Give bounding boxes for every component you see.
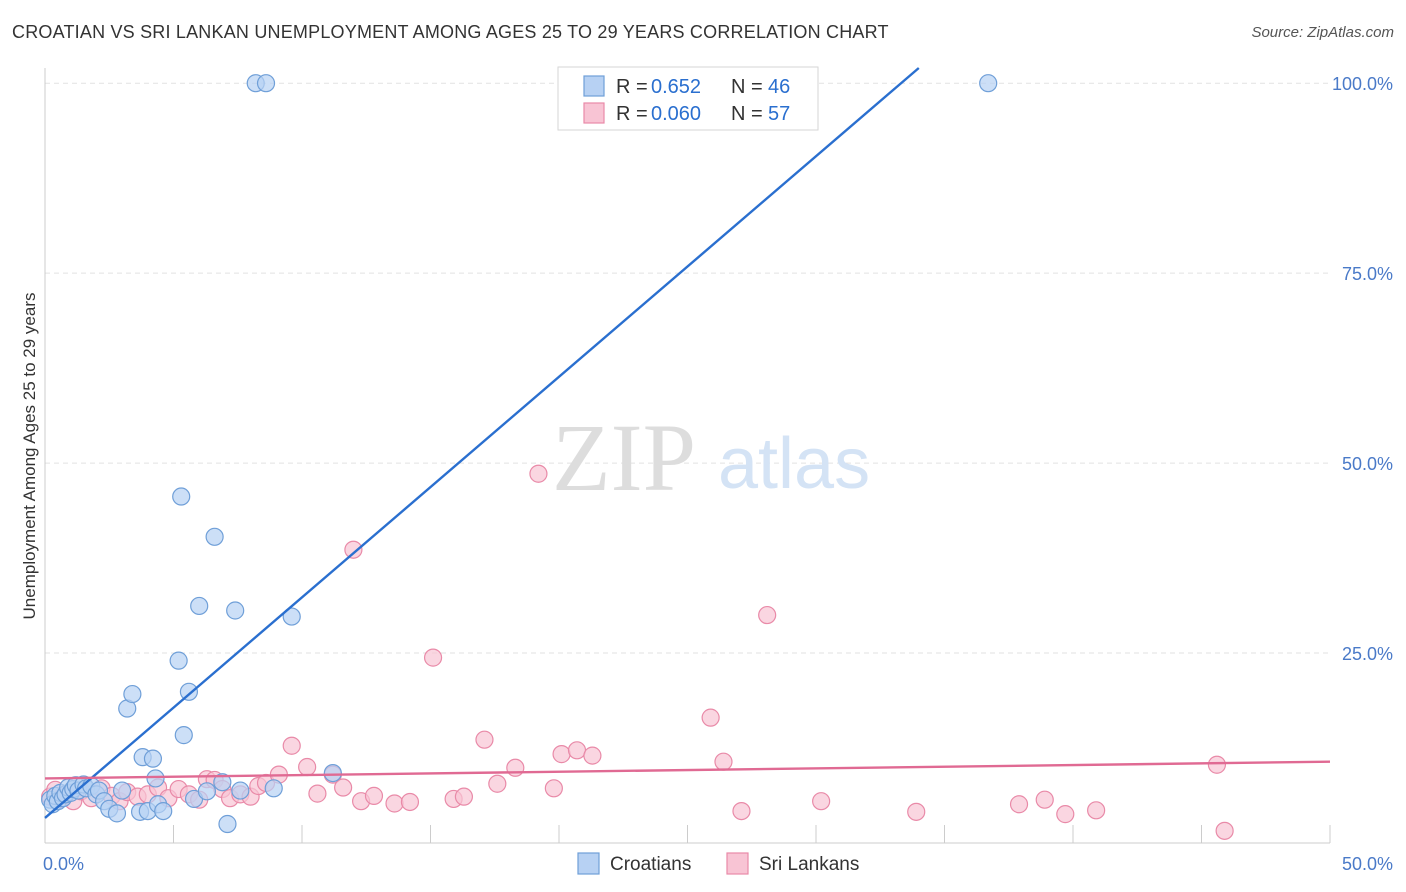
point-srilankans-32 [344, 540, 363, 559]
point-srilankans-34 [364, 786, 384, 805]
point-srilankans-46 [567, 741, 587, 760]
point-srilankans-54 [1009, 795, 1029, 814]
x-axis-ticks [44, 825, 1331, 843]
legend-r-value-croatians: 0.652 [651, 76, 701, 98]
y-axis-title: Unemployment Among Ages 25 to 29 years [20, 293, 39, 620]
point-srilankans-41 [488, 774, 507, 793]
point-croatians-37 [205, 527, 224, 546]
point-croatians-40 [226, 601, 245, 620]
point-croatians-45 [282, 607, 301, 626]
point-croatians-38 [213, 773, 232, 792]
trend-line-croatians [44, 67, 920, 819]
legend-n-label-croatians: N = [731, 76, 763, 98]
point-croatians-27 [146, 769, 165, 788]
point-croatians-46 [323, 763, 342, 783]
bottom-legend-swatch-croatians [577, 852, 600, 875]
point-srilankans-50 [732, 801, 751, 821]
point-srilankans-57 [1087, 801, 1106, 820]
chart-title: CROATIAN VS SRI LANKAN UNEMPLOYMENT AMON… [12, 22, 889, 42]
point-croatians-47 [979, 74, 998, 93]
point-srilankans-59 [1215, 821, 1234, 840]
point-srilankans-43 [529, 464, 548, 483]
point-srilankans-40 [475, 730, 494, 749]
watermark: ZIP atlas [552, 404, 870, 511]
top-legend: R = 0.652 N = 46 R = 0.060 N = 57 [557, 66, 819, 131]
point-croatians-32 [174, 726, 193, 745]
point-croatians-22 [123, 684, 142, 704]
point-srilankans-44 [544, 779, 563, 798]
legend-n-value-croatians: 46 [768, 76, 790, 98]
point-srilankans-42 [506, 758, 525, 777]
point-croatians-44 [264, 779, 283, 798]
y-axis-tick-labels: 25.0% 50.0% 75.0% 100.0% [1332, 74, 1393, 664]
point-srilankans-58 [1207, 755, 1227, 774]
point-croatians-36 [197, 782, 217, 801]
legend-n-label-srilankans: N = [731, 103, 763, 125]
series-croatians-points [41, 74, 998, 834]
y-tick-label-2: 75.0% [1342, 264, 1393, 284]
point-srilankans-28 [298, 757, 317, 777]
point-croatians-19 [107, 804, 127, 823]
bottom-legend: Croatians Sri Lankans [577, 852, 859, 875]
y-tick-label-1: 50.0% [1342, 454, 1393, 474]
grid-layer [45, 82, 1330, 654]
legend-n-value-srilankans: 57 [768, 103, 790, 125]
x-axis-tick-labels: 0.0% 50.0% [43, 854, 1393, 874]
watermark-atlas-text: atlas [718, 424, 870, 504]
point-srilankans-52 [812, 792, 831, 811]
point-srilankans-49 [714, 752, 733, 771]
point-croatians-39 [218, 814, 237, 834]
legend-r-value-srilankans: 0.060 [651, 103, 701, 125]
point-srilankans-45 [552, 745, 571, 764]
point-srilankans-37 [423, 648, 443, 667]
point-srilankans-51 [758, 605, 777, 625]
point-croatians-31 [172, 487, 191, 506]
trend-line-srilankans [44, 760, 1331, 780]
y-tick-label-3: 100.0% [1332, 74, 1393, 94]
legend-r-label-srilankans: R = [616, 103, 648, 125]
point-croatians-20 [112, 781, 132, 800]
legend-r-label-croatians: R = [616, 76, 648, 98]
x-tick-label-1: 50.0% [1342, 854, 1393, 874]
watermark-zip-text: ZIP [552, 404, 696, 511]
x-tick-label-0: 0.0% [43, 854, 84, 874]
point-srilankans-39 [454, 787, 474, 806]
point-croatians-26 [143, 749, 163, 768]
point-srilankans-56 [1056, 805, 1075, 824]
point-srilankans-29 [308, 784, 327, 803]
point-srilankans-55 [1035, 790, 1054, 809]
point-srilankans-47 [583, 746, 602, 765]
point-croatians-30 [169, 651, 188, 670]
point-croatians-41 [231, 781, 250, 800]
point-srilankans-48 [701, 708, 720, 727]
point-croatians-43 [256, 74, 276, 93]
point-croatians-29 [154, 801, 173, 821]
bottom-legend-swatch-srilankans [726, 852, 749, 875]
legend-swatch-croatians [583, 75, 605, 97]
point-srilankans-36 [400, 792, 420, 812]
y-tick-label-0: 25.0% [1342, 644, 1393, 664]
legend-swatch-srilankans [583, 102, 605, 124]
trend-lines [44, 67, 1331, 819]
point-srilankans-35 [385, 794, 404, 813]
point-srilankans-31 [334, 778, 353, 797]
point-croatians-33 [179, 682, 199, 701]
bottom-legend-label-srilankans: Sri Lankans [759, 854, 859, 875]
point-srilankans-27 [282, 736, 301, 755]
chart-source: Source: ZipAtlas.com [1251, 24, 1394, 41]
bottom-legend-label-croatians: Croatians [610, 854, 691, 875]
point-croatians-35 [190, 596, 209, 616]
point-srilankans-53 [907, 802, 926, 821]
